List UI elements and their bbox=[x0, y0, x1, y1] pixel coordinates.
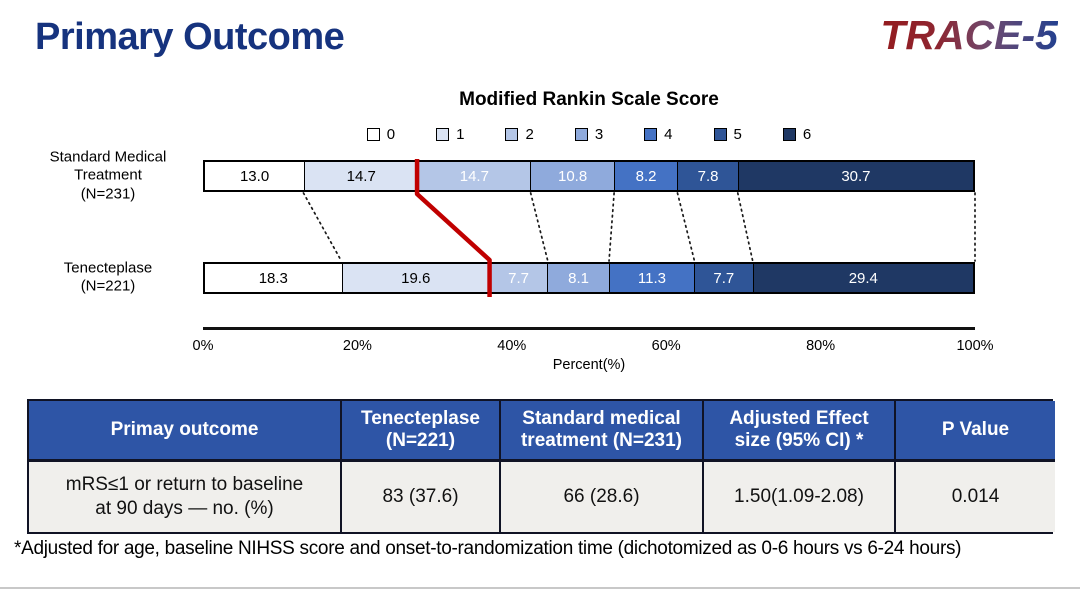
dotted-connector bbox=[736, 192, 754, 262]
x-axis-label: Percent(%) bbox=[552, 357, 626, 373]
x-tick-label: 100% bbox=[956, 338, 994, 354]
bar-label: Standard Medical Treatment (N=231) bbox=[49, 148, 167, 203]
table-header-cell-2: Standard medical treatment (N=231) bbox=[499, 401, 702, 462]
legend-label: 1 bbox=[456, 126, 465, 143]
bar-segment: 14.7 bbox=[305, 162, 419, 190]
legend-label: 6 bbox=[802, 126, 812, 143]
legend-swatch bbox=[644, 128, 658, 141]
legend-label: 2 bbox=[525, 126, 534, 143]
dotted-connector bbox=[302, 192, 343, 262]
table-header-cell-3: Adjusted Effect size (95% CI) * bbox=[702, 401, 894, 462]
dotted-connector bbox=[608, 192, 615, 262]
bar-segment: 10.8 bbox=[531, 162, 615, 190]
bar-label: Tenecteplase (N=221) bbox=[63, 259, 153, 295]
legend-item: 0 bbox=[366, 126, 396, 143]
x-axis-line bbox=[203, 327, 975, 330]
table-cell-3: 1.50(1.09-2.08) bbox=[702, 462, 894, 532]
page-title: Primary Outcome bbox=[35, 16, 345, 58]
bar-segment: 7.7 bbox=[489, 264, 549, 292]
stacked-bar: 13.0 14.7 14.7 10.8 8.2 7.8 30.7 bbox=[203, 160, 975, 192]
legend-label: 3 bbox=[594, 126, 604, 143]
legend-item: 1 bbox=[436, 126, 464, 143]
chart-title: Modified Rankin Scale Score bbox=[459, 89, 719, 110]
legend-item: 6 bbox=[782, 126, 812, 143]
bar-segment: 7.7 bbox=[695, 264, 754, 292]
legend-swatch bbox=[436, 128, 450, 141]
bar-segment: 29.4 bbox=[753, 264, 973, 292]
bar-segment: 8.2 bbox=[614, 162, 679, 190]
table-header-cell-0: Primay outcome bbox=[29, 401, 340, 462]
x-tick-label: 0% bbox=[192, 338, 214, 354]
bar-segment: 19.6 bbox=[342, 264, 490, 292]
legend-item: 4 bbox=[644, 126, 673, 143]
bar-segment: 18.3 bbox=[205, 264, 343, 292]
legend-label: 4 bbox=[664, 126, 673, 143]
table-cell-0: mRS≤1 or return to baseline at 90 days —… bbox=[29, 462, 340, 532]
x-tick-label: 40% bbox=[497, 338, 527, 354]
footnote: *Adjusted for age, baseline NIHSS score … bbox=[14, 538, 962, 559]
dotted-connector bbox=[676, 192, 696, 262]
bar-segment: 30.7 bbox=[738, 162, 973, 190]
legend-label: 5 bbox=[733, 126, 742, 143]
bar-segment: 11.3 bbox=[609, 264, 696, 292]
table-cell-1: 83 (37.6) bbox=[340, 462, 499, 532]
legend-swatch bbox=[574, 128, 588, 141]
x-tick-label: 60% bbox=[651, 338, 681, 354]
table-header-cell-1: Tenecteplase (N=221) bbox=[340, 401, 499, 462]
dotted-connector bbox=[529, 192, 549, 262]
legend-swatch bbox=[505, 128, 519, 141]
table-cell-4: 0.014 bbox=[894, 462, 1055, 532]
legend-item: 2 bbox=[505, 126, 534, 143]
stacked-bar: 18.3 19.6 7.7 8.1 11.3 7.7 29.4 bbox=[203, 262, 975, 294]
table-cell-2: 66 (28.6) bbox=[499, 462, 702, 532]
x-tick-label: 80% bbox=[806, 338, 836, 354]
bar-segment: 8.1 bbox=[548, 264, 610, 292]
legend-swatch bbox=[366, 128, 380, 141]
bar-segment: 14.7 bbox=[418, 162, 532, 190]
trace5-logo: TRACE-5 bbox=[880, 12, 1058, 58]
bar-segment: 7.8 bbox=[678, 162, 739, 190]
bar-segment: 13.0 bbox=[205, 162, 306, 190]
x-tick-label: 20% bbox=[342, 338, 372, 354]
table-header-cell-4: P Value bbox=[894, 401, 1055, 462]
legend-swatch bbox=[713, 128, 727, 141]
legend-swatch bbox=[782, 128, 796, 141]
outcome-table: Primay outcome Tenecteplase (N=221) Standa… bbox=[27, 399, 1055, 534]
legend: 0 1 2 3 4 5 6 bbox=[203, 126, 975, 143]
legend-item: 5 bbox=[713, 126, 742, 143]
legend-label: 0 bbox=[386, 126, 396, 143]
legend-item: 3 bbox=[574, 126, 604, 143]
